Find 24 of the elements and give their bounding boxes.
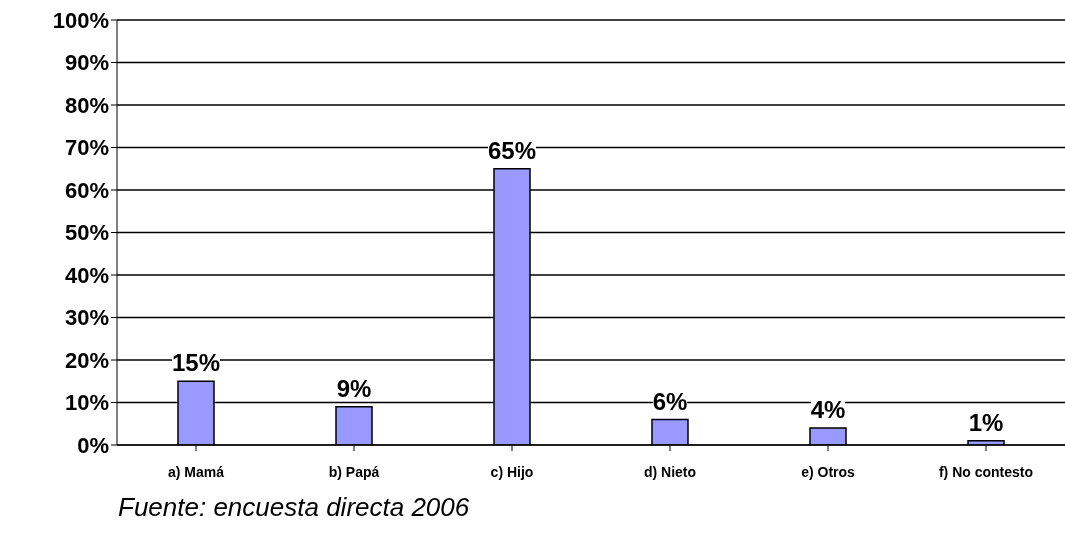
data-label: 4% [810, 396, 846, 423]
y-tick-label: 50% [64, 220, 109, 246]
x-tick-label: e) Otros [801, 463, 856, 480]
x-tick-label: a) Mamá [167, 463, 225, 480]
x-tick-label: b) Papá [328, 463, 380, 480]
y-tick-label: 0% [77, 432, 109, 458]
source-note: Fuente: encuesta directa 2006 [118, 492, 470, 523]
y-tick-label: 20% [64, 347, 109, 373]
y-tick-label: 100% [52, 7, 109, 33]
data-label: 15% [171, 349, 221, 377]
data-label: 9% [336, 374, 372, 402]
y-tick-label: 90% [64, 50, 109, 76]
y-tick-label: 80% [64, 92, 109, 118]
x-tick-label: c) Hijo [490, 463, 534, 480]
y-tick-label: 30% [64, 305, 109, 331]
data-label: 1% [968, 408, 1004, 436]
y-tick-label: 10% [64, 390, 109, 416]
x-tick-label: d) Nieto [643, 463, 697, 480]
data-label: 65% [487, 136, 537, 164]
x-tick-label: f) No contesto [938, 463, 1034, 480]
data-label: 6% [652, 387, 688, 415]
y-tick-label: 70% [64, 135, 109, 161]
y-tick-label: 60% [64, 177, 109, 203]
y-tick-label: 40% [64, 262, 109, 288]
